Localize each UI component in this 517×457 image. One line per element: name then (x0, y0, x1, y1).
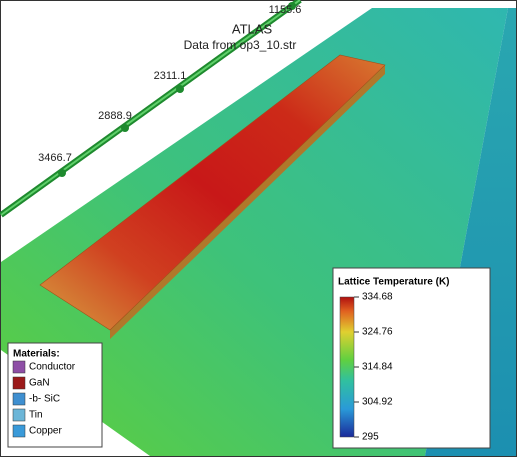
colorbar-tick-label: 304.92 (362, 397, 393, 408)
title: ATLAS (232, 21, 273, 36)
colorbar (340, 297, 354, 437)
axis-tick (121, 124, 129, 132)
legend-label: Copper (29, 426, 62, 437)
colorbar-tick-label: 295 (362, 432, 379, 443)
axis-label: 2888.9 (98, 110, 132, 122)
legend-swatch (13, 409, 25, 421)
legend-swatch (13, 377, 25, 389)
axis-label: 2311.1 (154, 70, 187, 82)
legend-swatch (13, 425, 25, 437)
legend-label: Tin (29, 410, 43, 421)
legend-label: Conductor (29, 362, 76, 373)
colorbar-tick-label: 324.76 (362, 327, 393, 338)
legend-swatch (13, 393, 25, 405)
colorbar-tick-label: 334.68 (362, 292, 393, 303)
axis-label: 3466.7 (38, 152, 72, 164)
legend-swatch (13, 361, 25, 373)
axis-label: 1155.6 (269, 4, 302, 16)
legend-title: Materials: (13, 349, 60, 360)
legend-label: GaN (29, 378, 50, 389)
colorbar-box (333, 268, 490, 448)
axis-tick (58, 169, 66, 177)
subtitle: Data from op3_10.str (184, 38, 297, 52)
legend-label: -b- SiC (29, 394, 60, 405)
colorbar-tick-label: 314.84 (362, 362, 393, 373)
visualization: 3466.7 2888.9 2311.1 1155.6 ATLAS Data from… (0, 0, 517, 457)
axis-tick (176, 85, 184, 93)
colorbar-title: Lattice Temperature (K) (338, 277, 450, 288)
